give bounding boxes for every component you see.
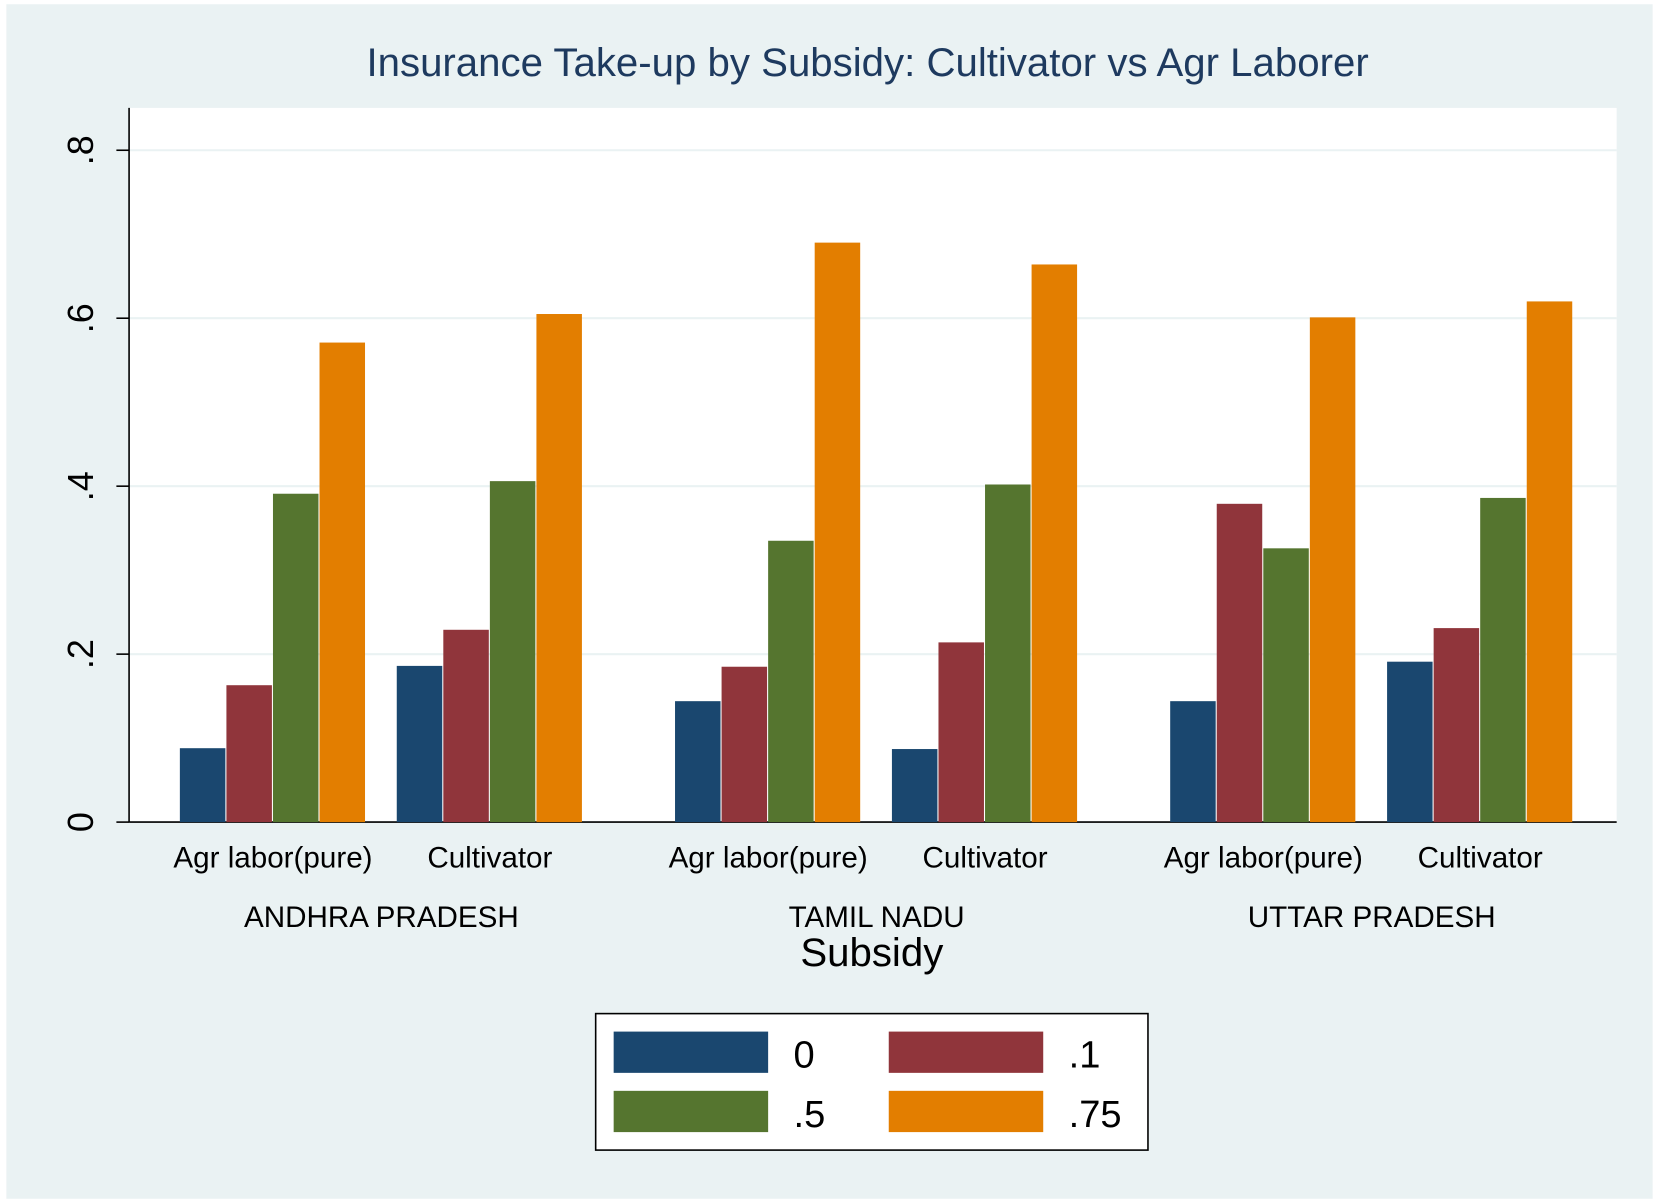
x-tick-label: Cultivator xyxy=(1418,842,1543,875)
legend-label: .75 xyxy=(1069,1094,1122,1136)
bar xyxy=(1526,301,1573,823)
bar xyxy=(319,342,366,823)
x-tick-label: Agr labor(pure) xyxy=(1164,842,1363,875)
bar xyxy=(1309,317,1356,823)
plot-area xyxy=(129,107,1617,823)
bar xyxy=(675,701,721,823)
group-label: TAMIL NADU xyxy=(789,901,965,934)
bar xyxy=(1216,503,1263,823)
bar xyxy=(179,748,226,823)
group-label: ANDHRA PRADESH xyxy=(244,901,519,934)
legend-swatch xyxy=(888,1090,1044,1133)
chart-title: Insurance Take-up by Subsidy: Cultivator… xyxy=(366,40,1368,85)
bar xyxy=(721,666,768,823)
legend-label: 0 xyxy=(794,1035,815,1077)
bar xyxy=(1433,628,1480,823)
legend-title: Subsidy xyxy=(800,930,944,975)
x-tick-label: Agr labor(pure) xyxy=(669,842,868,875)
bar xyxy=(938,642,984,823)
legend-swatch xyxy=(888,1031,1044,1073)
legend-label: .1 xyxy=(1069,1035,1101,1077)
y-tick-label: 0 xyxy=(60,812,101,832)
bar xyxy=(985,484,1031,823)
bar xyxy=(443,629,489,823)
bar xyxy=(768,540,814,823)
bar xyxy=(814,242,861,823)
bar xyxy=(536,314,582,823)
bar xyxy=(1387,661,1433,823)
y-tick-label: .8 xyxy=(60,135,101,165)
legend-swatch xyxy=(613,1090,769,1133)
x-tick-label: Agr labor(pure) xyxy=(173,842,372,875)
y-tick-label: .2 xyxy=(60,639,101,669)
bar xyxy=(1263,548,1309,823)
legend-swatch xyxy=(613,1031,769,1073)
bar xyxy=(272,493,319,823)
y-tick-label: .4 xyxy=(60,471,101,501)
bar xyxy=(1480,497,1526,823)
bar xyxy=(489,481,536,823)
y-tick-label: .6 xyxy=(60,303,101,333)
x-tick-label: Cultivator xyxy=(427,842,552,875)
group-label: UTTAR PRADESH xyxy=(1248,901,1496,934)
bar xyxy=(396,665,443,823)
bar xyxy=(1170,701,1216,823)
x-tick-label: Cultivator xyxy=(923,842,1048,875)
bar xyxy=(226,685,272,823)
bar xyxy=(1031,264,1078,823)
legend-label: .5 xyxy=(794,1094,826,1136)
bar xyxy=(891,749,938,823)
